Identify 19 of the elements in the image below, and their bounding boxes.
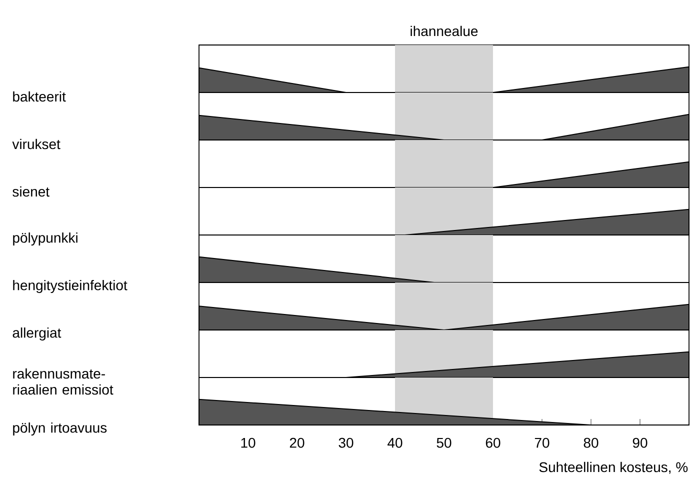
x-tick-label: 20 [290,438,304,448]
band-label: ihannealue [410,26,478,36]
y-axis-title: sienet [12,186,50,197]
y-axis-title: pölypunkki [13,232,78,246]
x-axis-title: Suhteellinen kosteus, % [539,462,688,474]
y-axis-title: bakteerit [13,91,66,102]
x-tick-label: 30 [338,438,354,448]
x-tick-label: 80 [584,438,598,448]
x-tick-label: 10 [241,438,256,448]
x-tick-label: 60 [486,438,500,448]
y-axis-title: hengitystieinfektiot [13,280,128,294]
x-tick-label: 70 [534,438,550,448]
x-tick-label: 40 [388,438,402,448]
x-tick-label: 50 [436,438,452,448]
y-axis-title: rakennusmate- riaalien emissiot [13,368,114,395]
x-tick-label: 90 [632,438,648,448]
y-axis-title: pölyn irtoavuus [13,422,107,436]
y-axis-title: allergiat [12,327,62,341]
y-axis-title: virukset [12,138,60,150]
